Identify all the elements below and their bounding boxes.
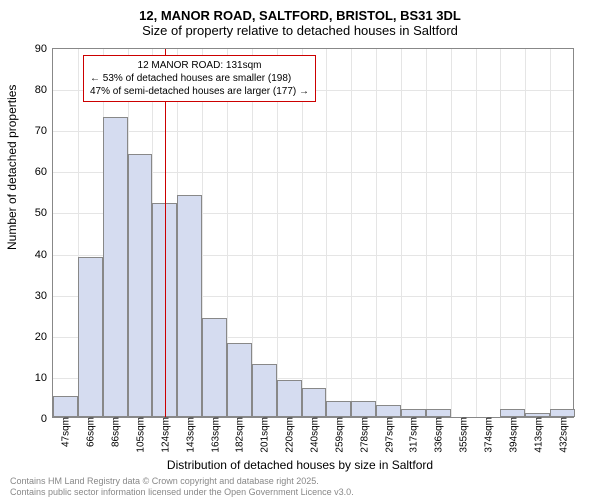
gridline-v [525, 49, 526, 417]
footer: Contains HM Land Registry data © Crown c… [10, 476, 354, 498]
histogram-bar [177, 195, 202, 417]
x-tick: 336sqm [432, 417, 445, 453]
plot-area: 010203040506070809047sqm66sqm86sqm105sqm… [52, 48, 574, 418]
y-tick: 50 [35, 207, 53, 219]
x-tick: 143sqm [183, 417, 196, 453]
x-tick: 278sqm [357, 417, 370, 453]
x-tick: 163sqm [208, 417, 221, 453]
x-tick: 220sqm [283, 417, 296, 453]
gridline-v [401, 49, 402, 417]
gridline-v [326, 49, 327, 417]
x-tick: 432sqm [556, 417, 569, 453]
gridline-v [476, 49, 477, 417]
x-tick: 297sqm [382, 417, 395, 453]
histogram-bar [401, 409, 426, 417]
gridline-v [302, 49, 303, 417]
x-tick: 124sqm [158, 417, 171, 453]
x-axis-label: Distribution of detached houses by size … [0, 458, 600, 472]
histogram-bar [277, 380, 302, 417]
chart-container: 12, MANOR ROAD, SALTFORD, BRISTOL, BS31 … [0, 0, 600, 500]
histogram-bar [326, 401, 351, 417]
annotation-line1: 12 MANOR ROAD: 131sqm [90, 59, 309, 72]
histogram-bar [53, 396, 78, 417]
marker-line [165, 49, 166, 417]
x-tick: 374sqm [482, 417, 495, 453]
gridline-v [252, 49, 253, 417]
x-tick: 413sqm [531, 417, 544, 453]
footer-line1: Contains HM Land Registry data © Crown c… [10, 476, 354, 487]
histogram-bar [128, 154, 153, 417]
x-tick: 182sqm [233, 417, 246, 453]
footer-line2: Contains public sector information licen… [10, 487, 354, 498]
y-tick: 20 [35, 331, 53, 343]
annotation-line3: 47% of semi-detached houses are larger (… [90, 85, 309, 98]
x-tick: 240sqm [308, 417, 321, 453]
y-tick: 70 [35, 125, 53, 137]
y-tick: 10 [35, 372, 53, 384]
x-tick: 105sqm [134, 417, 147, 453]
histogram-bar [500, 409, 525, 417]
x-tick: 66sqm [84, 417, 97, 447]
histogram-bar [376, 405, 401, 417]
annotation-line2: ← 53% of detached houses are smaller (19… [90, 72, 309, 85]
y-tick: 30 [35, 290, 53, 302]
histogram-bar [302, 388, 327, 417]
title-subtitle: Size of property relative to detached ho… [0, 23, 600, 42]
y-tick: 90 [35, 43, 53, 55]
y-tick: 80 [35, 84, 53, 96]
x-tick: 86sqm [109, 417, 122, 447]
histogram-bar [227, 343, 252, 417]
x-tick: 394sqm [506, 417, 519, 453]
y-axis-label: Number of detached properties [5, 85, 19, 250]
gridline-v [426, 49, 427, 417]
title-address: 12, MANOR ROAD, SALTFORD, BRISTOL, BS31 … [0, 0, 600, 23]
histogram-bar [351, 401, 376, 417]
histogram-bar [252, 364, 277, 417]
gridline-h [53, 131, 573, 132]
histogram-bar [78, 257, 103, 417]
x-tick: 259sqm [332, 417, 345, 453]
histogram-bar [426, 409, 451, 417]
gridline-v [550, 49, 551, 417]
histogram-bar [103, 117, 128, 417]
histogram-bar [550, 409, 575, 417]
histogram-bar [202, 318, 227, 417]
y-tick: 40 [35, 249, 53, 261]
gridline-v [376, 49, 377, 417]
gridline-v [500, 49, 501, 417]
x-tick: 317sqm [407, 417, 420, 453]
y-tick: 60 [35, 166, 53, 178]
gridline-v [451, 49, 452, 417]
gridline-v [277, 49, 278, 417]
x-tick: 355sqm [457, 417, 470, 453]
y-tick: 0 [41, 413, 53, 425]
annotation-box: 12 MANOR ROAD: 131sqm ← 53% of detached … [83, 55, 316, 102]
x-tick: 201sqm [258, 417, 271, 453]
gridline-v [351, 49, 352, 417]
x-tick: 47sqm [59, 417, 72, 447]
